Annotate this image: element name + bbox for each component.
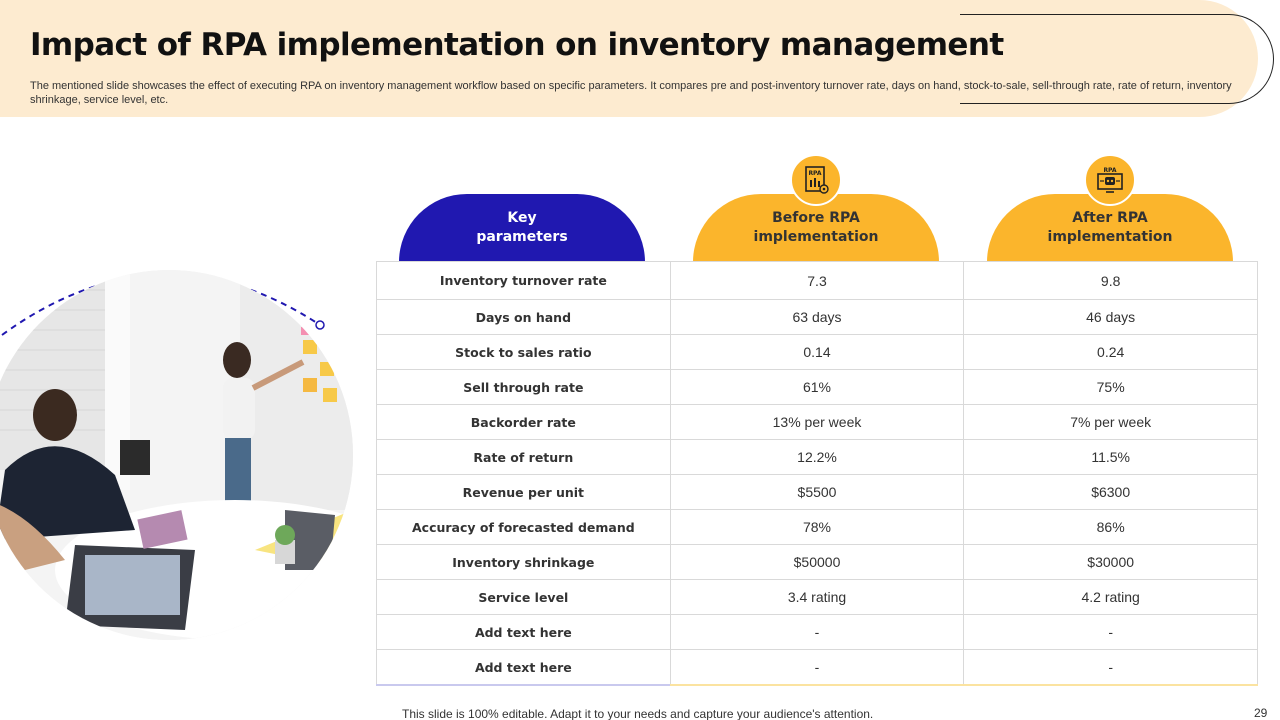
after-value: 4.2 rating: [963, 579, 1258, 615]
after-value: $30000: [963, 544, 1258, 580]
param-name: Backorder rate: [376, 404, 671, 440]
after-value: 11.5%: [963, 439, 1258, 475]
table-row: Rate of return 12.2% 11.5%: [376, 439, 1258, 475]
table-row: Add text here - -: [376, 649, 1258, 685]
table-row: Accuracy of forecasted demand 78% 86%: [376, 509, 1258, 545]
header-after-line1: After RPA: [1072, 210, 1148, 226]
before-value: 61%: [669, 369, 965, 405]
header-key-parameters: Key parameters: [399, 194, 645, 262]
table-row: Sell through rate 61% 75%: [376, 369, 1258, 405]
param-name: Sell through rate: [376, 369, 671, 405]
table-row: Backorder rate 13% per week 7% per week: [376, 404, 1258, 440]
table-baseline-blue: [376, 684, 670, 686]
before-value: 7.3: [669, 261, 965, 300]
meeting-photo: [0, 240, 360, 650]
header-before-line1: Before RPA: [772, 210, 860, 226]
page-title: Impact of RPA implementation on inventor…: [30, 27, 1004, 63]
before-value: -: [669, 649, 965, 685]
table-row: Inventory shrinkage $50000 $30000: [376, 544, 1258, 580]
table-row: Inventory turnover rate 7.3 9.8: [376, 261, 1258, 300]
before-value: 78%: [669, 509, 965, 545]
after-value: -: [963, 614, 1258, 650]
before-value: 63 days: [669, 299, 965, 335]
param-name: Accuracy of forecasted demand: [376, 509, 671, 545]
table-row: Stock to sales ratio 0.14 0.24: [376, 334, 1258, 370]
table-row: Days on hand 63 days 46 days: [376, 299, 1258, 335]
page-number: 29: [1254, 706, 1268, 720]
param-name: Add text here: [376, 649, 671, 685]
table-baseline-yellow: [670, 684, 1258, 686]
rpa-document-gear-icon: RPA: [790, 154, 842, 206]
parameters-table: Inventory turnover rate 7.3 9.8 Days on ha…: [376, 261, 1258, 685]
param-name: Days on hand: [376, 299, 671, 335]
header-after-line2: implementation: [1047, 229, 1173, 245]
param-name: Rate of return: [376, 439, 671, 475]
after-value: 75%: [963, 369, 1258, 405]
header-key-line2: parameters: [476, 229, 568, 245]
table-row: Revenue per unit $5500 $6300: [376, 474, 1258, 510]
after-value: $6300: [963, 474, 1258, 510]
header-before-line2: implementation: [753, 229, 879, 245]
param-name: Inventory turnover rate: [376, 261, 671, 300]
rpa-icon-label-before: RPA: [808, 170, 821, 177]
footer-note: This slide is 100% editable. Adapt it to…: [402, 707, 874, 720]
before-value: $50000: [669, 544, 965, 580]
page-subtitle: The mentioned slide showcases the effect…: [30, 80, 1232, 106]
rpa-robot-monitor-icon: RPA: [1084, 154, 1136, 206]
after-value: -: [963, 649, 1258, 685]
param-name: Revenue per unit: [376, 474, 671, 510]
before-value: 12.2%: [669, 439, 965, 475]
after-value: 0.24: [963, 334, 1258, 370]
after-value: 9.8: [963, 261, 1258, 300]
rpa-icon-label-after: RPA: [1103, 167, 1116, 174]
before-value: 0.14: [669, 334, 965, 370]
param-name: Service level: [376, 579, 671, 615]
before-value: $5500: [669, 474, 965, 510]
header-band: [0, 0, 1258, 117]
dashed-arc-decoration: [1, 274, 325, 336]
table-row: Add text here - -: [376, 614, 1258, 650]
after-value: 7% per week: [963, 404, 1258, 440]
before-value: 13% per week: [669, 404, 965, 440]
table-row: Service level 3.4 rating 4.2 rating: [376, 579, 1258, 615]
header-outline-decoration: [960, 14, 1274, 104]
param-name: Stock to sales ratio: [376, 334, 671, 370]
before-value: -: [669, 614, 965, 650]
param-name: Inventory shrinkage: [376, 544, 671, 580]
param-name: Add text here: [376, 614, 671, 650]
before-value: 3.4 rating: [669, 579, 965, 615]
after-value: 46 days: [963, 299, 1258, 335]
header-key-line1: Key: [507, 210, 537, 226]
after-value: 86%: [963, 509, 1258, 545]
